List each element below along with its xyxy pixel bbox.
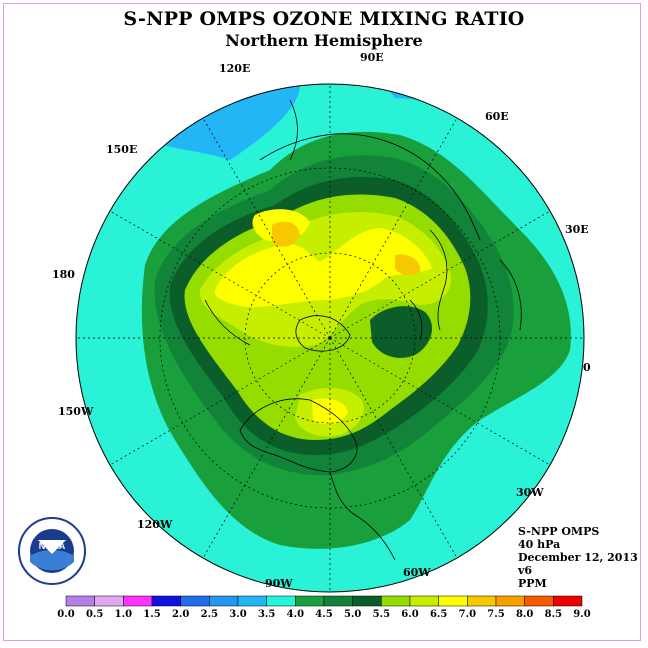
info-units: PPM	[518, 577, 547, 590]
colorbar-swatch	[323, 595, 353, 607]
figure-title: S-NPP OMPS OZONE MIXING RATIO	[123, 8, 525, 30]
colorbar-swatch	[467, 595, 497, 607]
colorbar-tick-label: 1.0	[114, 609, 133, 620]
colorbar-swatch	[65, 595, 95, 607]
lon-label-30w: 30W	[516, 486, 544, 499]
colorbar-tick-label: 4.0	[286, 609, 305, 620]
ozone-band-6-5	[214, 228, 432, 308]
colorbar-swatch	[123, 595, 153, 607]
colorbar-swatch	[237, 595, 267, 607]
colorbar-tick-label: 0.5	[85, 609, 104, 620]
colorbar-swatch	[381, 595, 411, 607]
ozone-band-7-0-max-1	[272, 221, 300, 247]
colorbar-swatch	[495, 595, 525, 607]
colorbar-tick-label: 3.5	[257, 609, 276, 620]
colorbar-swatch	[180, 595, 210, 607]
map-boundary	[75, 83, 585, 593]
colorbar-swatch	[553, 595, 583, 607]
colorbar-swatch	[352, 595, 382, 607]
lon-label-0: 0	[583, 361, 591, 374]
lon-label-30e: 30E	[565, 223, 589, 236]
lon-label-150e: 150E	[106, 143, 138, 156]
colorbar-tick-label: 2.5	[200, 609, 219, 620]
coastlines	[204, 99, 522, 561]
colorbar	[65, 595, 583, 607]
lon-label-120e: 120E	[219, 62, 251, 75]
lon-label-60w: 60W	[403, 566, 431, 579]
colorbar-swatch	[151, 595, 181, 607]
colorbar-tick-label: 1.5	[143, 609, 161, 620]
lon-label-180: 180	[52, 268, 75, 281]
graticule	[76, 84, 584, 592]
figure-frame	[3, 3, 641, 641]
info-instrument: S-NPP OMPS	[518, 525, 600, 538]
colorbar-tick-label: 5.0	[343, 609, 362, 620]
colorbar-tick-label: 8.0	[515, 609, 534, 620]
colorbar-swatch	[209, 595, 239, 607]
info-date: December 12, 2013	[518, 551, 638, 564]
colorbar-tick-label: 4.5	[315, 609, 333, 620]
colorbar-tick-label: 6.5	[429, 609, 448, 620]
colorbar-tick-label: 7.0	[458, 609, 477, 620]
info-block: S-NPP OMPS 40 hPa December 12, 2013 v6 P…	[518, 525, 638, 590]
colorbar-swatch	[266, 595, 296, 607]
colorbar-tick-label: 6.0	[401, 609, 419, 620]
colorbar-swatch	[94, 595, 124, 607]
colorbar-tick-label: 5.5	[372, 609, 391, 620]
figure-subtitle: Northern Hemisphere	[225, 31, 423, 50]
colorbar-swatch	[524, 595, 554, 607]
colorbar-swatch	[409, 595, 439, 607]
lon-label-90w: 90W	[265, 577, 293, 590]
colorbar-swatch	[438, 595, 468, 607]
colorbar-tick-label: 7.5	[487, 609, 505, 620]
colorbar-tick-label: 8.5	[544, 609, 563, 620]
colorbar-tick-label: 9.0	[573, 609, 591, 620]
colorbar-tick-label: 2.0	[171, 609, 190, 620]
info-level: 40 hPa	[518, 538, 561, 551]
ozone-low-cell	[370, 306, 433, 358]
info-version: v6	[518, 564, 533, 577]
lon-label-60e: 60E	[485, 110, 509, 123]
lon-label-90e: 90E	[360, 51, 384, 64]
lon-label-120w: 120W	[137, 518, 173, 531]
ozone-band-7-0-max-2	[395, 254, 421, 276]
colorbar-swatch	[295, 595, 325, 607]
colorbar-tick-label: 3.0	[229, 609, 247, 620]
lon-label-150w: 150W	[58, 405, 94, 418]
colorbar-tick-label: 0.0	[57, 609, 75, 620]
